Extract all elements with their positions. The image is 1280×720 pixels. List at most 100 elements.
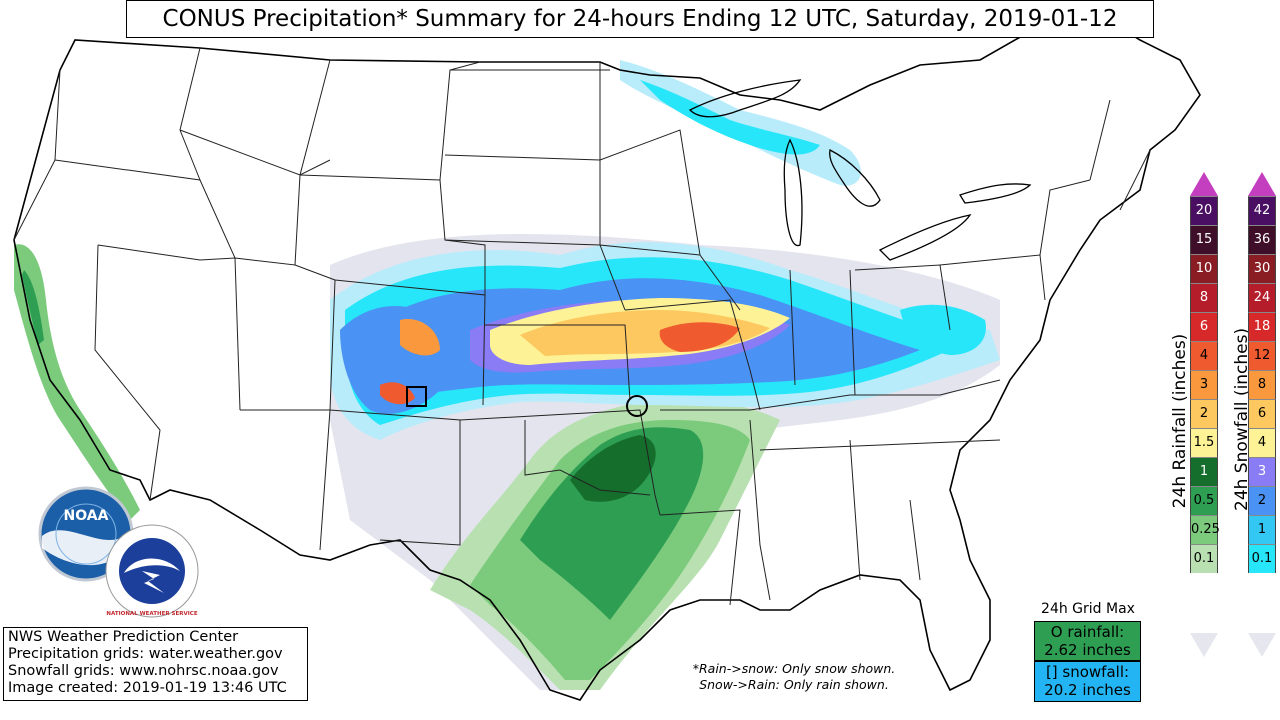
state-line bbox=[849, 439, 861, 581]
rain-legend-level: 1.5 bbox=[1190, 428, 1218, 457]
state-line bbox=[1039, 179, 1091, 256]
rain-legend-level: 0.25 bbox=[1190, 515, 1220, 544]
state-line bbox=[524, 420, 651, 496]
state-line bbox=[599, 129, 741, 311]
snow-legend-level: 24 bbox=[1248, 283, 1276, 312]
snow-legend-level: 36 bbox=[1248, 225, 1276, 254]
state-boundaries bbox=[13, 47, 1151, 606]
state-line bbox=[789, 269, 796, 386]
snow-legend-level: 18 bbox=[1248, 312, 1276, 341]
state-line bbox=[660, 379, 1001, 411]
ne-snow bbox=[900, 304, 986, 355]
rain-legend-level: 20 bbox=[1190, 196, 1218, 225]
map-title: CONUS Precipitation* Summary for 24-hour… bbox=[126, 0, 1154, 38]
credit-line: NWS Weather Prediction Center bbox=[8, 629, 239, 645]
rain-legend-level: 6 bbox=[1190, 312, 1218, 341]
credit-line: Precipitation grids: water.weather.gov bbox=[8, 646, 283, 662]
rain-legend-bar: 20 15 10 8 6 4 3 2 1.5 1 0.5 0.25 0.1 bbox=[1190, 196, 1220, 573]
rain-legend-level: 2 bbox=[1190, 399, 1218, 428]
snow-legend-level: 3 bbox=[1248, 457, 1276, 486]
lake-michigan bbox=[783, 138, 803, 247]
lake-superior bbox=[688, 79, 802, 118]
snow-legend-bar: 42 36 30 24 18 12 8 6 4 3 2 1 0.1 bbox=[1248, 196, 1276, 573]
state-line bbox=[439, 61, 481, 181]
lake-ontario bbox=[959, 183, 1032, 204]
great-lakes bbox=[688, 79, 1032, 261]
state-line bbox=[1119, 149, 1151, 211]
conversion-note: *Rain->snow: Only snow shown. Snow->Rain… bbox=[664, 661, 924, 693]
rain-legend-label: 24h Rainfall (inches) bbox=[1170, 333, 1190, 509]
rain-legend-level: 0.1 bbox=[1190, 544, 1218, 573]
grid-max-snowfall: [] snowfall: 20.2 inches bbox=[1034, 661, 1141, 702]
snow-legend-level: 12 bbox=[1248, 341, 1276, 370]
state-line bbox=[444, 154, 601, 161]
southern-rain-core bbox=[570, 435, 656, 502]
note-line-1: *Rain->snow: Only snow shown. bbox=[692, 661, 896, 676]
grid-max-rainfall: O rainfall: 2.62 inches bbox=[1034, 621, 1141, 661]
state-line bbox=[624, 299, 761, 411]
state-line bbox=[485, 324, 631, 401]
rain-legend-level: 8 bbox=[1190, 283, 1218, 312]
nws-logo-text: NATIONAL WEATHER SERVICE bbox=[106, 611, 197, 617]
snow-legend-level: 8 bbox=[1248, 370, 1276, 399]
snow-legend-top-arrow bbox=[1248, 172, 1276, 196]
grid-max-rain-value: 2.62 inches bbox=[1044, 641, 1131, 659]
snow-legend-bottom-arrow bbox=[1248, 633, 1276, 657]
state-line bbox=[599, 62, 701, 256]
lake-erie bbox=[878, 214, 972, 261]
precipitation-field bbox=[14, 60, 1000, 690]
rain-legend-level: 15 bbox=[1190, 225, 1218, 254]
state-line bbox=[54, 159, 236, 259]
rain-legend-top-arrow bbox=[1190, 172, 1218, 196]
rain-legend-bottom-arrow bbox=[1190, 633, 1218, 657]
snow-legend-level: 6 bbox=[1248, 399, 1276, 428]
rain-legend-level: 10 bbox=[1190, 254, 1218, 283]
rain-legend-level: 0.5 bbox=[1190, 486, 1218, 515]
state-line bbox=[1089, 99, 1111, 181]
snow-legend-level: 30 bbox=[1248, 254, 1276, 283]
grid-max-snow-label: [] snowfall: bbox=[1045, 663, 1130, 681]
snow-legend-level: 2 bbox=[1248, 486, 1276, 515]
grid-max-snow-value: 20.2 inches bbox=[1044, 681, 1131, 699]
credits-box: NWS Weather Prediction Center Precipitat… bbox=[3, 627, 308, 701]
snow-legend-level: 42 bbox=[1248, 196, 1276, 225]
colorado-snow-core bbox=[400, 319, 440, 356]
state-line bbox=[179, 47, 201, 181]
state-line bbox=[909, 499, 921, 581]
rain-legend-level: 1 bbox=[1190, 457, 1218, 486]
nws-logo: NATIONAL WEATHER SERVICE bbox=[105, 524, 199, 618]
rain-legend-level: 3 bbox=[1190, 370, 1218, 399]
note-line-2: Snow->Rain: Only rain shown. bbox=[699, 677, 889, 692]
state-line bbox=[329, 409, 461, 546]
southern-rain-heavy bbox=[520, 427, 704, 620]
snow-legend-level: 4 bbox=[1248, 428, 1276, 457]
snow-legend-level: 0.1 bbox=[1248, 544, 1276, 573]
rain-legend-level: 4 bbox=[1190, 341, 1218, 370]
west-coast-rain-core bbox=[22, 270, 44, 345]
snowfall-max-marker bbox=[406, 386, 427, 407]
state-line bbox=[234, 59, 331, 266]
state-line bbox=[179, 129, 331, 176]
lake-huron bbox=[829, 149, 881, 207]
state-line bbox=[319, 409, 331, 551]
state-line bbox=[240, 264, 336, 411]
state-line bbox=[659, 509, 741, 606]
credit-line: Image created: 2019-01-19 13:46 UTC bbox=[8, 680, 287, 696]
snow-legend-level: 1 bbox=[1248, 515, 1276, 544]
grid-max-rain-label: O rainfall: bbox=[1050, 623, 1125, 641]
state-line bbox=[749, 419, 771, 601]
state-line bbox=[94, 244, 161, 501]
lakes-snow bbox=[620, 60, 861, 186]
lakes-snow-cyan bbox=[640, 80, 820, 155]
state-line bbox=[97, 244, 241, 411]
state-line bbox=[849, 269, 856, 396]
west-coast-rain bbox=[14, 244, 140, 520]
snow-band-core bbox=[659, 322, 740, 352]
noaa-logo-text: NOAA bbox=[64, 508, 109, 524]
conus-outline bbox=[13, 14, 1201, 701]
credit-line: Snowfall grids: www.nohrsc.noaa.gov bbox=[8, 663, 279, 679]
grid-max-title: 24h Grid Max bbox=[1041, 601, 1135, 617]
state-line bbox=[459, 409, 661, 516]
